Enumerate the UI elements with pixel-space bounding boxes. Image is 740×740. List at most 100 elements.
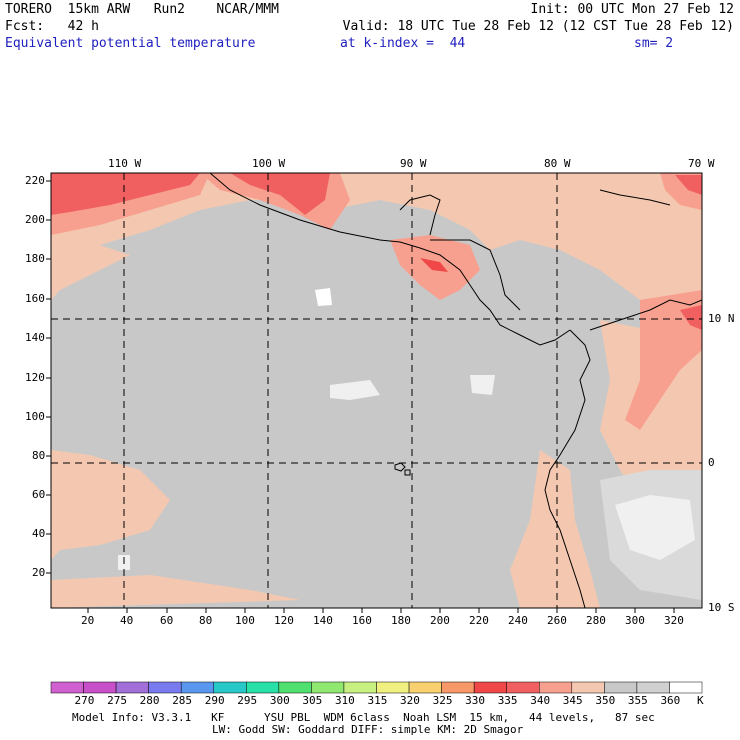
physics-info: LW: Godd SW: Goddard DIFF: simple KM: 2D… bbox=[212, 723, 524, 736]
x-tick: 320 bbox=[664, 614, 684, 627]
field-355-patch-2 bbox=[315, 288, 332, 306]
y-tick: 60 bbox=[32, 488, 46, 501]
x-tick: 220 bbox=[469, 614, 489, 627]
field-335-east bbox=[625, 290, 702, 430]
y-tick: 20 bbox=[32, 566, 46, 579]
colorbar-tick-label: 355 bbox=[627, 694, 648, 707]
colorbar-swatch bbox=[50, 681, 84, 694]
coastline-yucatan bbox=[399, 194, 441, 236]
y-tick: 80 bbox=[32, 449, 46, 462]
lat-label-10s: 10 S bbox=[708, 601, 735, 614]
colorbar-swatch bbox=[473, 681, 507, 694]
field-355-patch-4 bbox=[470, 375, 495, 395]
field-330-east bbox=[680, 305, 702, 330]
field-name: Equivalent potential temperature bbox=[5, 36, 256, 51]
colorbar-swatch bbox=[246, 681, 280, 694]
colorbar-tick-label: 310 bbox=[334, 694, 355, 707]
smoothing: sm= 2 bbox=[634, 36, 674, 51]
colorbar-tick-label: 335 bbox=[497, 694, 518, 707]
x-tick: 280 bbox=[586, 614, 606, 627]
lat-label-0: 0 bbox=[708, 456, 715, 469]
y-tick: 180 bbox=[25, 252, 45, 265]
field-330-central bbox=[230, 173, 330, 215]
model-title: TORERO 15km ARW Run2 NCAR/MMM bbox=[5, 2, 279, 17]
k-index: at k-index = 44 bbox=[340, 36, 466, 51]
lon-label-110w: 110 W bbox=[108, 157, 142, 170]
y-tick: 100 bbox=[25, 410, 45, 423]
x-tick: 60 bbox=[160, 614, 174, 627]
colorbar-swatch bbox=[636, 681, 670, 694]
field-340-south bbox=[51, 575, 300, 608]
field-330-northeast bbox=[675, 175, 702, 195]
lon-label-70w: 70 W bbox=[688, 157, 715, 170]
colorbar-swatch bbox=[506, 681, 540, 694]
colorbar-tick-label: 275 bbox=[107, 694, 127, 707]
colorbar-tick-label: 350 bbox=[595, 694, 616, 707]
colorbar-swatch bbox=[148, 681, 182, 694]
colorbar-tick-label: 320 bbox=[400, 694, 420, 707]
colorbar bbox=[50, 681, 703, 694]
field-340-coast bbox=[510, 450, 600, 608]
x-tick: 300 bbox=[625, 614, 645, 627]
x-tick: 80 bbox=[199, 614, 213, 627]
x-tick: 100 bbox=[235, 614, 255, 627]
island-cuba bbox=[599, 189, 671, 206]
colorbar-tick-label: 345 bbox=[562, 694, 583, 707]
field-355-patch-1 bbox=[615, 495, 695, 560]
island-galapagos-2 bbox=[404, 469, 411, 476]
colorbar-swatch bbox=[571, 681, 605, 694]
lon-label-90w: 90 W bbox=[400, 157, 427, 170]
colorbar-tick-label: 360 bbox=[660, 694, 681, 707]
y-tick: 160 bbox=[25, 292, 45, 305]
x-tick: 120 bbox=[274, 614, 294, 627]
colorbar-tick-label: 300 bbox=[269, 694, 290, 707]
x-tick: 180 bbox=[391, 614, 411, 627]
coastline-venezuela bbox=[589, 299, 702, 331]
colorbar-swatch bbox=[376, 681, 410, 694]
x-tick: 160 bbox=[352, 614, 372, 627]
x-tick: 260 bbox=[547, 614, 567, 627]
colorbar-swatch bbox=[180, 681, 214, 694]
colorbar-tick-label: 280 bbox=[139, 694, 160, 707]
colorbar-tick-label: 340 bbox=[530, 694, 551, 707]
colorbar-tick-label: 295 bbox=[237, 694, 258, 707]
colorbar-tick-label: 285 bbox=[172, 694, 193, 707]
colorbar-swatch bbox=[408, 681, 442, 694]
field-340-southwest bbox=[51, 450, 170, 560]
colorbar-swatch bbox=[311, 681, 345, 694]
colorbar-swatch bbox=[278, 681, 312, 694]
colorbar-tick-label: 305 bbox=[302, 694, 323, 707]
colorbar-swatch bbox=[213, 681, 247, 694]
y-tick: 200 bbox=[25, 213, 45, 226]
field-355-patch-3 bbox=[330, 380, 380, 400]
colorbar-tick-label: 330 bbox=[465, 694, 486, 707]
coastline-mexico bbox=[209, 173, 571, 346]
field-330-isthmus bbox=[420, 258, 448, 272]
colorbar-swatch bbox=[115, 681, 149, 694]
coastline-caribbean-central bbox=[430, 239, 521, 311]
y-tick: 220 bbox=[25, 174, 45, 187]
x-tick: 20 bbox=[81, 614, 95, 627]
field-330-northwest bbox=[51, 173, 200, 215]
forecast-hour: Fcst: 42 h bbox=[5, 19, 99, 34]
model-info: Model Info: V3.3.1 KF YSU PBL WDM 6class… bbox=[72, 711, 655, 724]
colorbar-swatch bbox=[343, 681, 377, 694]
colorbar-tick-label: 270 bbox=[74, 694, 95, 707]
y-tick: 140 bbox=[25, 331, 45, 344]
map-frame bbox=[50, 172, 703, 609]
x-tick: 200 bbox=[430, 614, 450, 627]
colorbar-swatch bbox=[604, 681, 638, 694]
colorbar-tick-label: 315 bbox=[367, 694, 388, 707]
colorbar-swatch bbox=[669, 681, 703, 694]
field-340-north bbox=[51, 173, 702, 340]
colorbar-swatch bbox=[83, 681, 117, 694]
lon-label-100w: 100 W bbox=[252, 157, 286, 170]
colorbar-unit: K bbox=[697, 694, 704, 707]
y-tick: 40 bbox=[32, 527, 46, 540]
colorbar-swatch bbox=[441, 681, 475, 694]
lon-label-80w: 80 W bbox=[544, 157, 571, 170]
y-tick: 120 bbox=[25, 371, 45, 384]
field-340-west bbox=[51, 245, 130, 300]
valid-time: Valid: 18 UTC Tue 28 Feb 12 (12 CST Tue … bbox=[342, 19, 734, 34]
